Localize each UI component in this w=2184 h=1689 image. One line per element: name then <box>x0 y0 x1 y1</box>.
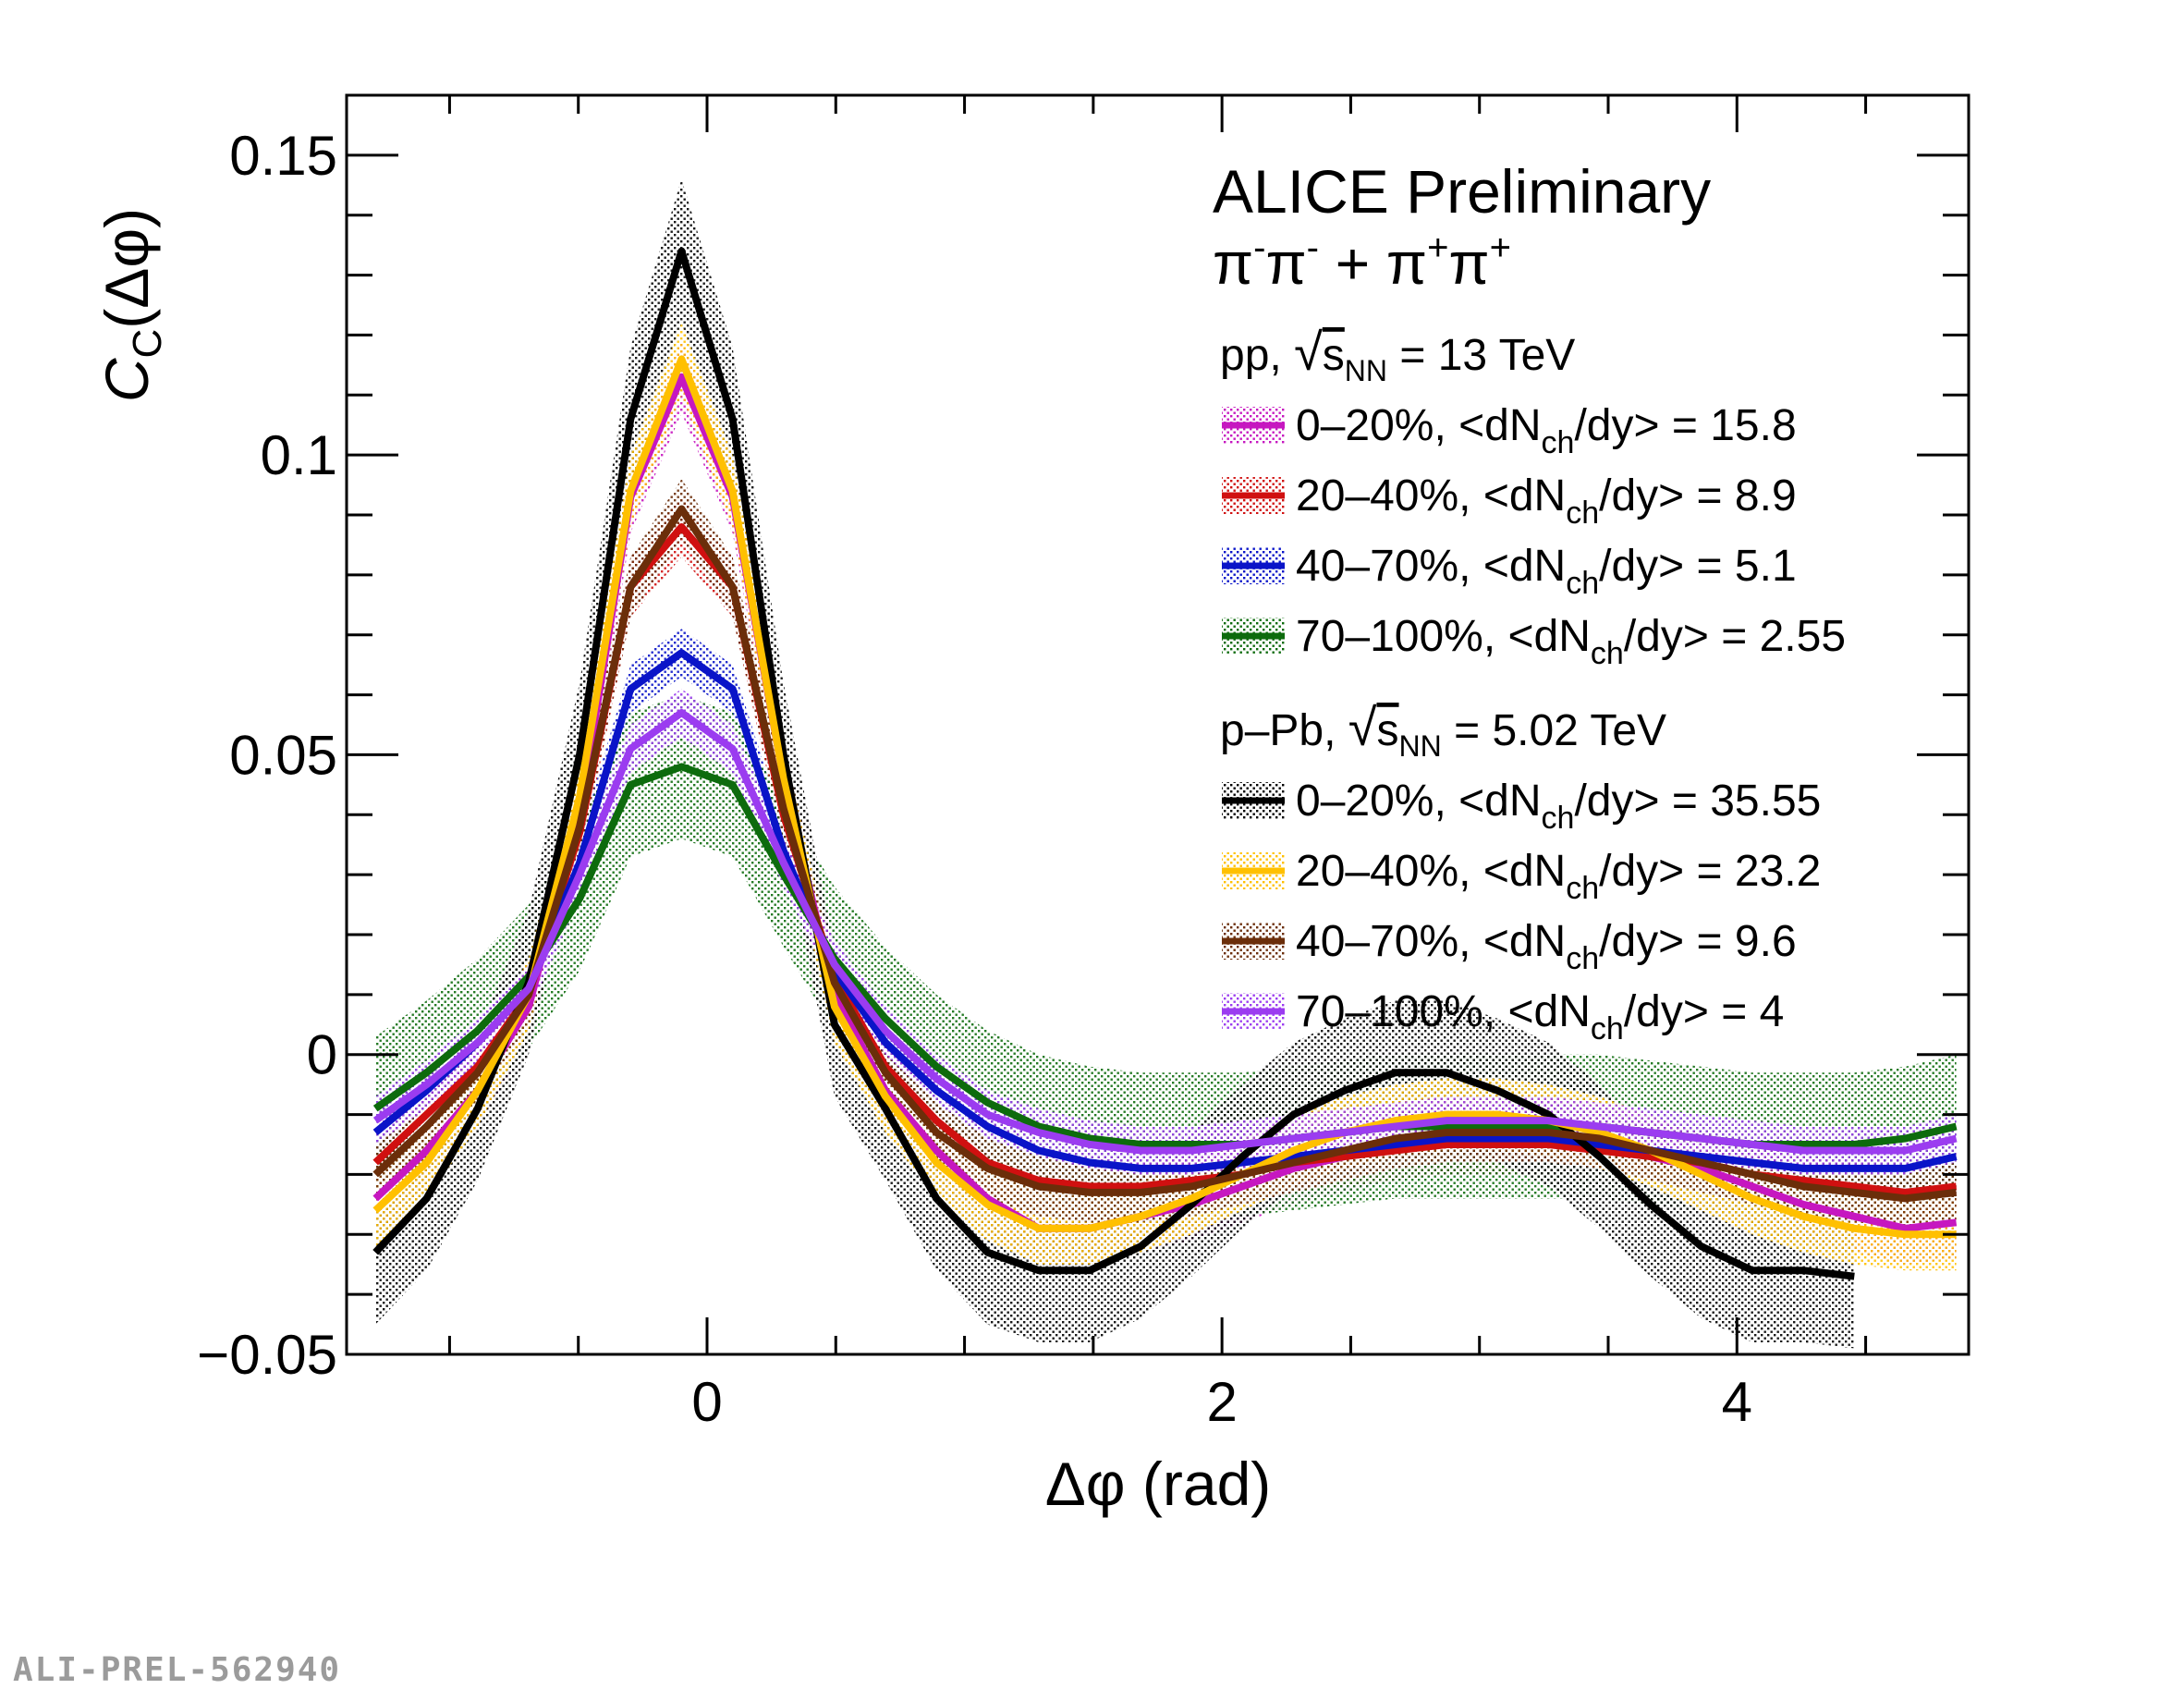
legend-entry-label: 0–20%, <dNch/dy> = 35.55 <box>1296 777 1821 836</box>
y-axis-title-arg: (Δφ) <box>92 208 161 329</box>
subtitle-charge-4: + <box>1490 227 1511 268</box>
axis-ticks <box>347 93 1969 1356</box>
x-tick-label: 2 <box>1206 1371 1237 1433</box>
figure-id: ALI-PREL-562940 <box>13 1651 342 1689</box>
legend-entry-label: 40–70%, <dNch/dy> = 5.1 <box>1296 542 1797 601</box>
series-lines <box>372 247 1958 1280</box>
line-g1-s1 <box>372 355 1957 1239</box>
line-g0-s2 <box>372 649 1958 1172</box>
chart-subtitle: π-π- + π+π+ <box>1213 227 1511 297</box>
legend-entry-label: 70–100%, <dNch/dy> = 4 <box>1296 987 1784 1046</box>
x-axis-title: Δφ (rad) <box>1045 1450 1272 1518</box>
legend: pp, √sNN = 13 TeV 0–20%, <dNch/dy> = 15.8… <box>1220 323 1846 1046</box>
subtitle-charge-3: + <box>1427 227 1448 268</box>
line-g1-s3 <box>372 709 1958 1155</box>
line-g1-s0 <box>372 247 1855 1280</box>
legend-entry-label: 0–20%, <dNch/dy> = 15.8 <box>1296 401 1797 460</box>
legend-entry-label: 20–40%, <dNch/dy> = 23.2 <box>1296 847 1821 906</box>
subtitle-charge-1: - <box>1253 227 1265 268</box>
subtitle-pi-1: π <box>1213 230 1253 297</box>
y-tick-label: 0.15 <box>229 125 337 187</box>
subtitle-pi-3: π <box>1386 230 1427 297</box>
y-tick-label: 0 <box>307 1024 337 1086</box>
y-axis-title-main: C <box>92 357 161 402</box>
legend-entry-label: 70–100%, <dNch/dy> = 2.55 <box>1296 612 1846 671</box>
legend-group-header: p–Pb, √sNN = 5.02 TeV <box>1220 698 1666 763</box>
tick-labels: 0 2 4 −0.05 0 0.05 0.1 0.15 <box>197 125 1752 1433</box>
y-axis-title-sub: C <box>125 329 170 359</box>
y-tick-label: 0.1 <box>261 424 337 486</box>
x-tick-label: 0 <box>691 1371 722 1433</box>
chart-title: ALICE Preliminary <box>1213 157 1711 226</box>
subtitle-joiner: + <box>1319 230 1386 297</box>
legend-group-header: pp, √sNN = 13 TeV <box>1220 323 1575 387</box>
subtitle-charge-2: - <box>1307 227 1319 268</box>
y-tick-label: −0.05 <box>197 1324 337 1386</box>
y-axis-title: CC(Δφ) <box>92 208 170 402</box>
y-tick-label: 0.05 <box>229 724 337 786</box>
plot-frame <box>345 93 1970 1356</box>
band-g1-s0 <box>375 178 1855 1349</box>
legend-entry-label: 40–70%, <dNch/dy> = 9.6 <box>1296 917 1797 976</box>
legend-entry-label: 20–40%, <dNch/dy> = 8.9 <box>1296 471 1797 531</box>
subtitle-pi-4: π <box>1448 230 1489 297</box>
line-g1-s2 <box>372 505 1958 1203</box>
x-tick-label: 4 <box>1722 1371 1752 1433</box>
subtitle-pi-2: π <box>1265 230 1306 297</box>
